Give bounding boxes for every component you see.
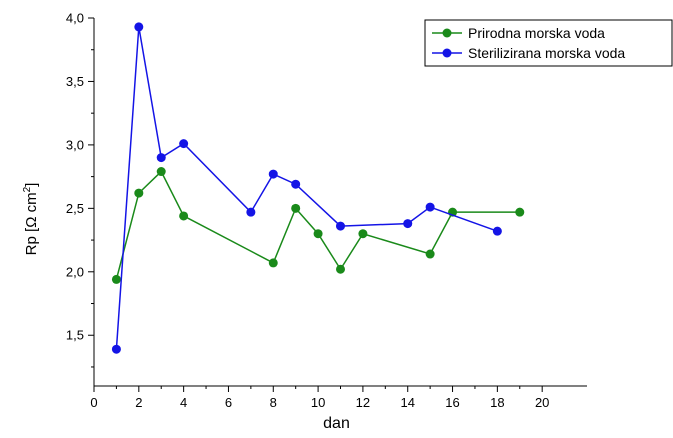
data-point: [313, 229, 323, 239]
data-point: [515, 207, 525, 217]
x-tick-label: 20: [535, 395, 549, 410]
data-point: [134, 188, 144, 198]
legend-item-1: Prirodna morska voda: [432, 25, 605, 41]
data-point: [425, 249, 435, 259]
legend-box: [424, 19, 673, 67]
y-axis-label-suffix: ]: [23, 183, 40, 187]
data-point: [425, 202, 435, 212]
x-tick-label: 0: [90, 395, 97, 410]
x-tick-label: 8: [270, 395, 277, 410]
y-axis-label-omega: Ω: [23, 217, 40, 228]
legend-item-2: Sterilizirana morska voda: [432, 45, 625, 61]
data-point: [403, 219, 413, 229]
y-axis-label: Rp [Ω cm2]: [22, 183, 40, 256]
series-line: [115, 170, 520, 280]
y-axis-label-unit: cm: [23, 192, 40, 216]
data-point: [156, 167, 166, 177]
data-point: [111, 344, 121, 354]
data-point: [291, 179, 301, 189]
x-axis-ticks: 0 2 4 6 8 10 12 14 16 18 20: [90, 386, 549, 410]
y-tick-label: 2,5: [66, 201, 84, 216]
y-tick-label: 3,5: [66, 74, 84, 89]
y-axis-label-prefix: Rp [: [23, 227, 40, 255]
y-axis-ticks: 1,5 2,0 2,5 3,0 3,5 4,0: [66, 11, 94, 368]
x-tick-label: 16: [445, 395, 459, 410]
legend-marker: [442, 48, 452, 58]
series-layer: [111, 22, 525, 354]
data-point: [268, 169, 278, 179]
series-1: [111, 167, 525, 284]
data-point: [291, 203, 301, 213]
y-tick-label: 1,5: [66, 328, 84, 343]
legend-label: Sterilizirana morska voda: [468, 45, 625, 61]
data-point: [358, 229, 368, 239]
data-point: [134, 22, 144, 32]
data-point: [156, 153, 166, 163]
x-tick-label: 6: [225, 395, 232, 410]
legend-label: Prirodna morska voda: [468, 25, 605, 41]
data-point: [179, 139, 189, 149]
x-tick-label: 2: [135, 395, 142, 410]
legend-marker: [442, 28, 452, 38]
x-tick-label: 10: [311, 395, 325, 410]
y-tick-label: 3,0: [66, 137, 84, 152]
plot-area: 0 2 4 6 8 10 12 14 16 18 20 1,5 2,0 2,5 3,0 3,5 4,0: [66, 11, 587, 410]
data-point: [336, 264, 345, 274]
y-tick-label: 4,0: [66, 11, 84, 26]
series-line: [115, 26, 498, 350]
x-axis-label: dan: [323, 415, 350, 432]
x-tick-label: 12: [356, 395, 370, 410]
legend: Prirodna morska voda Sterilizirana morska…: [424, 19, 673, 67]
data-point: [179, 211, 189, 221]
data-point: [336, 221, 345, 231]
x-tick-label: 14: [400, 395, 414, 410]
x-tick-label: 18: [490, 395, 504, 410]
data-point: [268, 258, 278, 268]
y-axis-label-sup: 2: [22, 186, 33, 192]
series-2: [111, 22, 502, 354]
y-tick-label: 2,0: [66, 264, 84, 279]
data-point: [492, 226, 502, 236]
data-point: [111, 274, 121, 284]
data-point: [246, 207, 256, 217]
x-tick-label: 4: [180, 395, 187, 410]
